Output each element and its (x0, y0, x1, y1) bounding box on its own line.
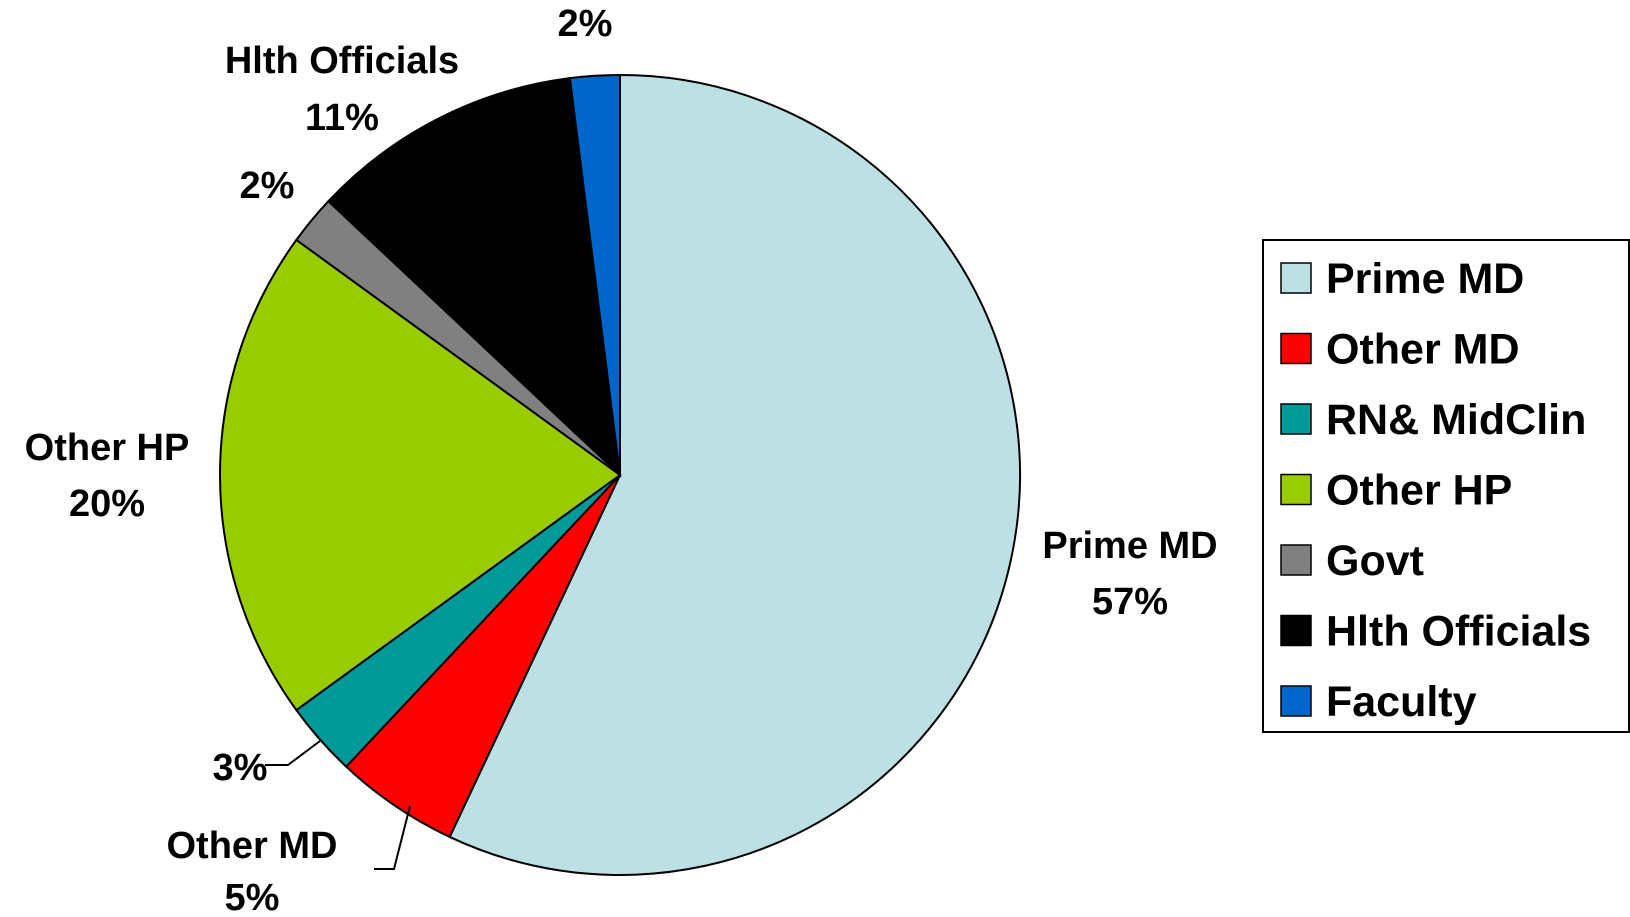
leader-line-other-md (374, 805, 411, 870)
data-label-prime-md-name: Prime MD (1042, 525, 1217, 567)
legend: Prime MD Other MD RN& MidClin Other HP Govt H… (1262, 239, 1630, 733)
legend-label-govt: Govt (1326, 537, 1424, 585)
legend-label-hlth-officials: Hlth Officials (1326, 608, 1591, 656)
data-label-govt-pct: 2% (240, 165, 295, 207)
leader-line-rn-midclin (265, 740, 321, 766)
data-label-faculty-pct: 2% (558, 3, 613, 45)
legend-frame (1262, 239, 1630, 733)
data-label-hlth-officials-name: Hlth Officials (225, 40, 459, 82)
legend-swatch-rn-midclin (1280, 403, 1312, 435)
legend-swatch-govt (1280, 544, 1312, 576)
pie-slice-other-hp (219, 238, 622, 712)
legend-swatch-other-hp (1280, 473, 1312, 506)
legend-label-other-md: Other MD (1326, 326, 1520, 374)
data-label-other-hp-name: Other HP (25, 427, 190, 469)
legend-label-other-hp: Other HP (1326, 467, 1512, 515)
data-label-rn-midclin-pct: 3% (213, 747, 268, 789)
data-label-other-md-name: Other MD (167, 825, 338, 867)
data-label-prime-md-pct: 57% (1092, 581, 1168, 623)
legend-swatch-hlth-officials (1280, 614, 1312, 647)
legend-swatch-faculty (1280, 685, 1312, 717)
pie-slice-prime-md (448, 73, 1021, 876)
legend-label-faculty: Faculty (1326, 678, 1477, 726)
pie-slice-hlth-officials (326, 77, 622, 478)
legend-label-prime-md: Prime MD (1326, 255, 1524, 303)
data-label-hlth-officials-pct: 11% (305, 97, 379, 139)
data-label-other-md-pct: 5% (225, 877, 280, 917)
legend-label-rn-midclin: RN& MidClin (1326, 396, 1586, 444)
pie-slices (219, 73, 1021, 876)
legend-swatch-prime-md (1280, 262, 1312, 294)
legend-swatch-other-md (1280, 332, 1312, 365)
data-label-other-hp-pct: 20% (69, 483, 145, 525)
pie-slice-faculty (568, 73, 621, 476)
